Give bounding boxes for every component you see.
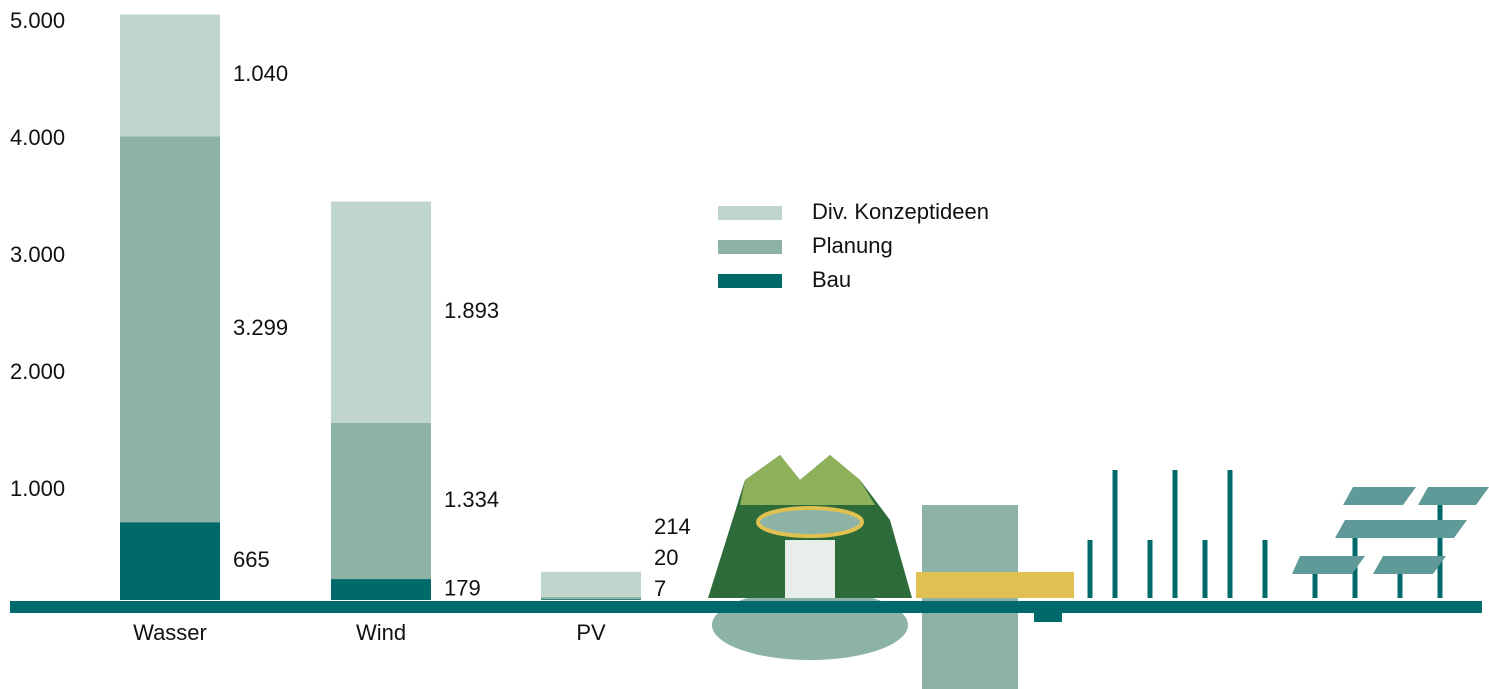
bar-segment bbox=[331, 579, 431, 600]
y-tick-label: 5.000 bbox=[10, 8, 65, 33]
value-label: 1.334 bbox=[444, 487, 499, 512]
legend-swatch bbox=[718, 206, 782, 220]
y-tick-label: 4.000 bbox=[10, 125, 65, 150]
legend-swatch bbox=[718, 274, 782, 288]
bar-segment bbox=[120, 14, 220, 137]
legend-label: Bau bbox=[812, 267, 851, 292]
legend-swatch bbox=[718, 240, 782, 254]
y-tick-label: 3.000 bbox=[10, 242, 65, 267]
illustration bbox=[708, 455, 1489, 689]
bar-segment bbox=[541, 596, 641, 600]
value-label: 7 bbox=[654, 576, 666, 601]
bar-segment bbox=[331, 422, 431, 580]
axis-baseline bbox=[10, 601, 1482, 613]
x-tick-label: Wind bbox=[356, 620, 406, 645]
x-tick-label: Wasser bbox=[133, 620, 207, 645]
y-tick-label: 1.000 bbox=[10, 476, 65, 501]
value-label: 214 bbox=[654, 514, 691, 539]
bar-segment bbox=[120, 522, 220, 600]
value-label: 665 bbox=[233, 547, 270, 572]
y-tick-label: 2.000 bbox=[10, 359, 65, 384]
value-label: 1.893 bbox=[444, 298, 499, 323]
bar-segment bbox=[120, 136, 220, 523]
x-tick-label: PV bbox=[576, 620, 606, 645]
legend-label: Planung bbox=[812, 233, 893, 258]
bar-segment bbox=[541, 571, 641, 597]
bar-segment bbox=[541, 599, 641, 600]
value-label: 20 bbox=[654, 545, 678, 570]
legend-label: Div. Konzeptideen bbox=[812, 199, 989, 224]
bar-segment bbox=[331, 201, 431, 423]
value-label: 3.299 bbox=[233, 315, 288, 340]
value-label: 179 bbox=[444, 575, 481, 600]
value-label: 1.040 bbox=[233, 61, 288, 86]
